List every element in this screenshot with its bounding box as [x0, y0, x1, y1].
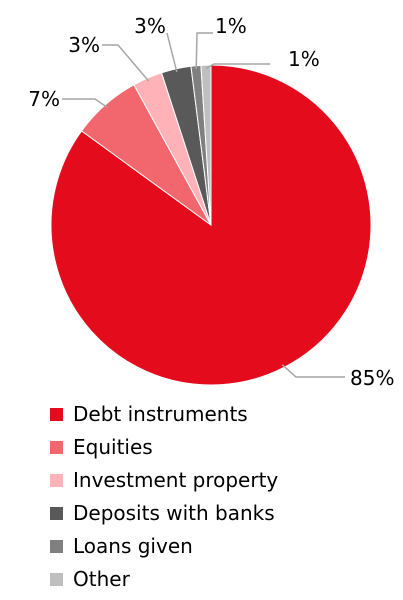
pie-slices [50, 64, 372, 386]
leader-line [205, 63, 270, 69]
data-label: 1% [215, 14, 247, 38]
data-label: 3% [68, 33, 100, 57]
data-label: 3% [134, 14, 166, 38]
legend-label: Debt instruments [73, 402, 248, 426]
leader-lines [62, 32, 345, 378]
data-label: 1% [288, 47, 320, 71]
legend-swatch [50, 408, 63, 421]
legend-label: Other [73, 567, 130, 591]
legend-swatch [50, 441, 63, 454]
leader-line [195, 32, 213, 69]
legend-item: Equities [50, 431, 390, 464]
legend-item: Other [50, 563, 390, 596]
legend: Debt instruments Equities Investment pro… [50, 398, 390, 596]
data-label: 7% [28, 87, 60, 111]
legend-swatch [50, 474, 63, 487]
legend-item: Investment property [50, 464, 390, 497]
leader-line [281, 364, 345, 378]
data-labels: 85% 7% 3% 3% 1% 1% [28, 14, 394, 390]
legend-swatch [50, 573, 63, 586]
leader-line [102, 44, 150, 82]
legend-item: Loans given [50, 530, 390, 563]
legend-item: Debt instruments [50, 398, 390, 431]
data-label: 85% [350, 366, 394, 390]
leader-line [62, 98, 108, 109]
legend-label: Investment property [73, 468, 279, 492]
legend-swatch [50, 540, 63, 553]
legend-label: Deposits with banks [73, 501, 275, 525]
legend-label: Loans given [73, 534, 193, 558]
legend-item: Deposits with banks [50, 497, 390, 530]
legend-swatch [50, 507, 63, 520]
leader-line [166, 32, 178, 73]
legend-label: Equities [73, 435, 153, 459]
